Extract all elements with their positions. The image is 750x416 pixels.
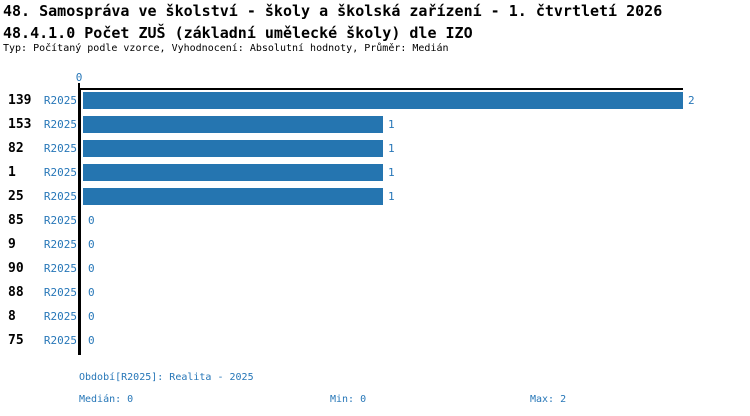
series-label: R2025 xyxy=(43,190,77,203)
value-label: 1 xyxy=(388,142,395,155)
category-label: 82 xyxy=(8,141,24,156)
chart-row: 9 R2025 0 xyxy=(0,236,750,260)
value-label: 0 xyxy=(88,238,95,251)
series-label: R2025 xyxy=(43,166,77,179)
value-bar xyxy=(83,116,383,133)
chart-rows: 139 R2025 2 153 R2025 1 82 R2025 1 1 R2025 1 25 R2025… xyxy=(0,92,750,356)
value-bar xyxy=(83,164,383,181)
chart-row: 139 R2025 2 xyxy=(0,92,750,116)
value-label: 0 xyxy=(88,214,95,227)
series-label: R2025 xyxy=(43,238,77,251)
series-label: R2025 xyxy=(43,310,77,323)
value-label: 0 xyxy=(88,286,95,299)
value-bar xyxy=(83,92,683,109)
series-label: R2025 xyxy=(43,142,77,155)
value-bar xyxy=(83,188,383,205)
category-label: 8 xyxy=(8,309,16,324)
series-label: R2025 xyxy=(43,262,77,275)
chart-row: 25 R2025 1 xyxy=(0,188,750,212)
category-label: 85 xyxy=(8,213,24,228)
category-label: 88 xyxy=(8,285,24,300)
max-stat: Max: 2 xyxy=(530,394,567,405)
series-label: R2025 xyxy=(43,118,77,131)
report-subtitle: Typ: Počítaný podle vzorce, Vyhodnocení:… xyxy=(3,43,449,54)
series-label: R2025 xyxy=(43,214,77,227)
value-label: 2 xyxy=(688,94,695,107)
value-label: 0 xyxy=(88,334,95,347)
chart-row: 8 R2025 0 xyxy=(0,308,750,332)
category-label: 90 xyxy=(8,261,24,276)
value-bar xyxy=(83,140,383,157)
min-stat: Min: 0 xyxy=(330,394,367,405)
chart-row: 1 R2025 1 xyxy=(0,164,750,188)
x-axis-zero-tick-label: 0 xyxy=(75,71,83,84)
chart-row: 85 R2025 0 xyxy=(0,212,750,236)
category-label: 139 xyxy=(8,93,32,108)
report-title-line1: 48. Samospráva ve školství - školy a ško… xyxy=(3,2,663,20)
chart-row: 90 R2025 0 xyxy=(0,260,750,284)
value-label: 1 xyxy=(388,166,395,179)
x-axis-tick-mark xyxy=(78,83,80,88)
chart-row: 88 R2025 0 xyxy=(0,284,750,308)
chart-row: 82 R2025 1 xyxy=(0,140,750,164)
series-label: R2025 xyxy=(43,286,77,299)
value-label: 1 xyxy=(388,118,395,131)
median-stat: Medián: 0 xyxy=(79,394,134,405)
value-label: 1 xyxy=(388,190,395,203)
chart-row: 153 R2025 1 xyxy=(0,116,750,140)
category-label: 1 xyxy=(8,165,16,180)
category-label: 25 xyxy=(8,189,24,204)
period-legend: Období[R2025]: Realita - 2025 xyxy=(79,372,254,383)
value-label: 0 xyxy=(88,262,95,275)
category-label: 9 xyxy=(8,237,16,252)
report-title-line2: 48.4.1.0 Počet ZUŠ (základní umělecké šk… xyxy=(3,24,473,42)
series-label: R2025 xyxy=(43,94,77,107)
series-label: R2025 xyxy=(43,334,77,347)
value-label: 0 xyxy=(88,310,95,323)
chart-row: 75 R2025 0 xyxy=(0,332,750,356)
category-label: 153 xyxy=(8,117,32,132)
chart-top-border xyxy=(78,88,683,90)
y-axis-line xyxy=(78,88,81,355)
category-label: 75 xyxy=(8,333,24,348)
